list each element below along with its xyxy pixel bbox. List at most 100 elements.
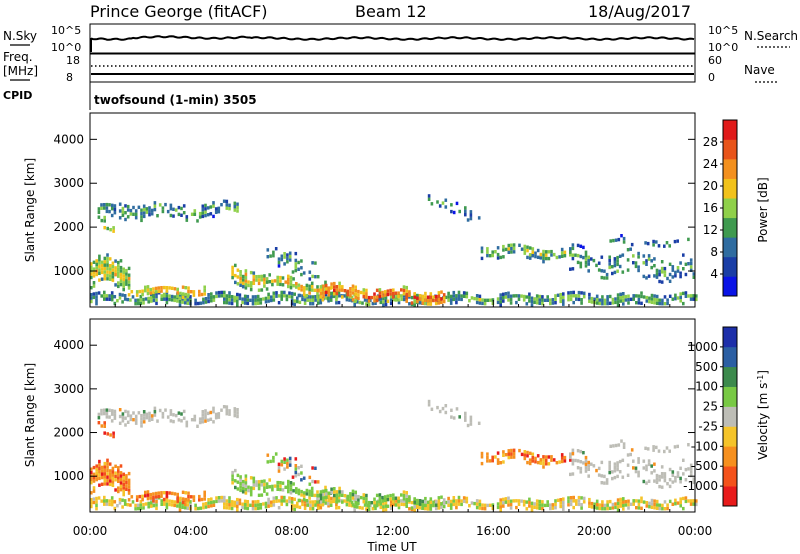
velocity-cell: [692, 480, 696, 485]
velocity-cell: [243, 503, 247, 507]
power-cell: [147, 296, 150, 301]
velocity-cell: [507, 503, 510, 507]
velocity-cell: [616, 464, 619, 468]
velocity-cell: [148, 411, 151, 416]
velocity-cell: [153, 410, 157, 414]
velocity-cell: [512, 448, 516, 452]
power-cell: [432, 295, 435, 299]
velocity-cell: [378, 493, 382, 497]
power-cell: [297, 293, 301, 298]
power-cell: [634, 261, 638, 265]
velocity-cell: [271, 488, 274, 492]
velocity-cell: [469, 419, 473, 423]
power-cell: [98, 261, 101, 265]
velocity-cell: [626, 453, 630, 457]
power-cell: [466, 218, 470, 222]
power-cell: [277, 301, 281, 305]
power-cell: [319, 295, 323, 299]
velocity-cell: [262, 502, 265, 506]
velocity-cell: [382, 501, 385, 506]
power-cell: [209, 205, 213, 209]
power-cell: [154, 286, 158, 291]
power-cell: [464, 213, 467, 217]
velocity-cell: [260, 483, 264, 487]
velocity-cell: [402, 497, 406, 501]
power-cell: [297, 260, 300, 265]
velocity-cell: [166, 415, 170, 419]
velocity-cell: [374, 506, 377, 511]
velocity-cell: [531, 459, 535, 463]
velocity-cell: [287, 483, 290, 487]
colorbar-tick-label: 500: [695, 360, 718, 374]
velocity-cell: [149, 492, 152, 497]
velocity-cell: [157, 491, 161, 495]
velocity-cell: [351, 496, 355, 500]
velocity-cell: [92, 489, 96, 493]
velocity-cell: [279, 487, 282, 492]
velocity-cell: [290, 497, 294, 501]
velocity-cell: [105, 415, 109, 419]
colorbar-segment: [723, 386, 737, 407]
velocity-cell: [491, 455, 494, 459]
velocity-cell: [418, 506, 422, 510]
velocity-cell: [408, 507, 411, 511]
velocity-cell: [300, 489, 303, 494]
power-cell: [384, 299, 388, 303]
power-cell: [660, 280, 664, 284]
velocity-cell: [536, 460, 540, 465]
power-cell: [499, 296, 502, 301]
power-cell: [613, 270, 617, 275]
power-cell: [449, 301, 453, 305]
power-cell: [119, 282, 123, 287]
velocity-cell: [308, 496, 311, 500]
velocity-cell: [305, 488, 309, 493]
power-cell: [612, 238, 615, 243]
velocity-cell: [386, 504, 390, 508]
power-cell: [470, 296, 474, 300]
power-cell: [303, 301, 307, 305]
velocity-cell: [692, 502, 695, 506]
power-cell: [189, 290, 193, 294]
velocity-cell: [569, 496, 573, 500]
velocity-cell: [452, 496, 456, 500]
power-cell: [236, 209, 239, 213]
power-cell: [533, 300, 536, 304]
power-cell: [140, 218, 143, 223]
power-cell: [551, 301, 555, 305]
power-cell: [103, 256, 107, 261]
velocity-cell: [455, 502, 458, 506]
power-cell: [616, 269, 619, 273]
velocity-cell: [429, 507, 433, 511]
velocity-cell: [117, 472, 120, 477]
velocity-cell: [106, 461, 109, 466]
velocity-cell: [154, 495, 158, 499]
velocity-cell: [554, 499, 557, 503]
velocity-cell: [203, 490, 206, 494]
power-cell: [263, 274, 266, 278]
power-cell: [198, 211, 202, 216]
power-cell: [384, 296, 388, 300]
power-cell: [692, 275, 696, 279]
velocity-cell: [102, 408, 106, 412]
velocity-cell: [379, 502, 383, 506]
velocity-cell: [108, 479, 112, 483]
velocity-cell: [327, 504, 330, 508]
velocity-cell: [322, 499, 325, 504]
power-cell: [246, 294, 250, 299]
velocity-cell: [100, 408, 103, 413]
power-cell: [402, 285, 406, 289]
power-cell: [618, 264, 622, 269]
velocity-cell: [584, 459, 588, 463]
velocity-cell: [241, 502, 244, 506]
velocity-cell: [486, 455, 489, 460]
power-cell: [663, 266, 667, 271]
velocity-cell: [373, 497, 376, 501]
velocity-cell: [148, 418, 151, 422]
power-cell: [550, 249, 553, 254]
power-cell: [457, 297, 461, 301]
velocity-cell: [324, 488, 328, 493]
power-cell: [337, 290, 341, 295]
power-cell: [626, 248, 630, 252]
power-cell: [349, 293, 352, 298]
